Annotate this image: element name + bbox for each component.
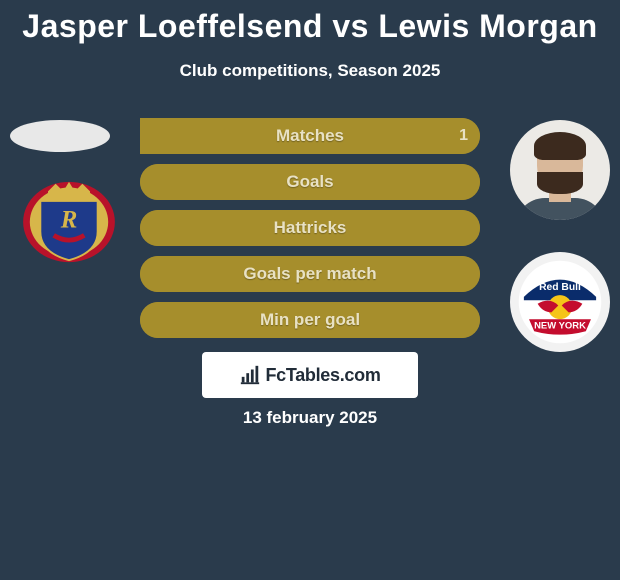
comparison-card: Jasper Loeffelsend vs Lewis Morgan Club …: [0, 0, 620, 580]
stat-label: Goals: [140, 164, 480, 200]
brand-banner: FcTables.com: [202, 352, 418, 398]
stat-label: Matches: [140, 118, 480, 154]
stat-row-matches: Matches 1: [140, 118, 480, 154]
stat-value-right: 1: [459, 118, 468, 154]
stat-row-hattricks: Hattricks: [140, 210, 480, 246]
stat-row-goals: Goals: [140, 164, 480, 200]
page-subtitle: Club competitions, Season 2025: [0, 61, 620, 81]
stats-area: Matches 1 Goals Hattricks Goals per matc…: [0, 118, 620, 348]
stat-label: Min per goal: [140, 302, 480, 338]
date-label: 13 february 2025: [0, 408, 620, 428]
stat-label: Goals per match: [140, 256, 480, 292]
page-title: Jasper Loeffelsend vs Lewis Morgan: [0, 0, 620, 45]
brand-text: FcTables.com: [265, 365, 380, 386]
chart-icon: [239, 364, 261, 386]
stat-row-min-per-goal: Min per goal: [140, 302, 480, 338]
stat-row-goals-per-match: Goals per match: [140, 256, 480, 292]
stat-label: Hattricks: [140, 210, 480, 246]
